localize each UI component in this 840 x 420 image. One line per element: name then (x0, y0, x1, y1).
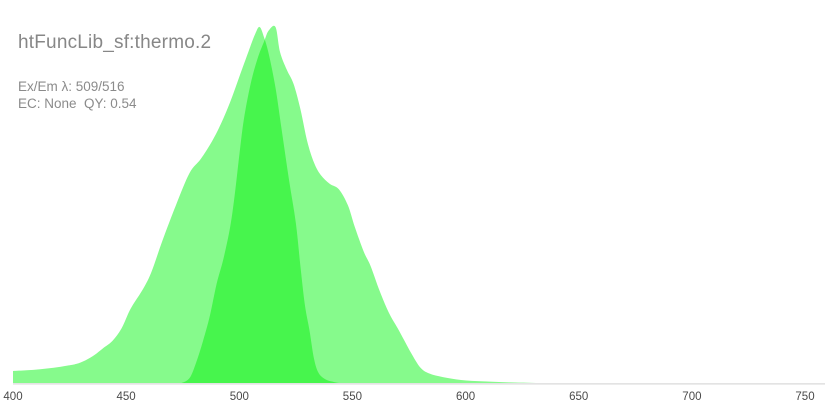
x-axis-tick-label: 600 (456, 391, 475, 403)
x-axis-tick-label: 700 (682, 391, 701, 403)
x-axis-tick-label: 500 (230, 391, 249, 403)
x-axis-tick-label: 650 (569, 391, 588, 403)
ex-em-wavelengths: Ex/Em λ: 509/516 (18, 79, 125, 94)
emission-curve (180, 25, 579, 384)
ec-qy-values: EC: None QY: 0.54 (18, 96, 137, 111)
x-axis-tick-label: 550 (343, 391, 362, 403)
x-axis-tick-label: 400 (3, 391, 22, 403)
x-axis-tick-label: 450 (117, 391, 136, 403)
x-axis-tick-label: 750 (795, 391, 814, 403)
spectra-curves (13, 25, 579, 384)
x-axis-line (13, 383, 825, 385)
x-axis-ticks: 400 450 500 550 600 650 700 750 (3, 391, 814, 403)
fluorophore-title: htFuncLib_sf:thermo.2 (18, 32, 212, 53)
